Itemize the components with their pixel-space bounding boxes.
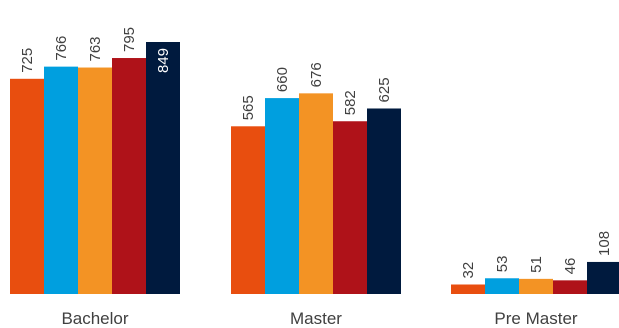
value-label: 676 [308, 62, 325, 87]
bar-bachelor-5 [146, 42, 180, 294]
category-label: Pre Master [494, 309, 577, 328]
bar-pre-master-2 [485, 278, 519, 294]
bar-master-2 [265, 98, 299, 294]
bar-master-4 [333, 121, 367, 294]
bar-bachelor-3 [78, 67, 112, 294]
bar-master-5 [367, 108, 401, 294]
bar-pre-master-1 [451, 284, 485, 294]
bar-bachelor-1 [10, 78, 44, 294]
bar-pre-master-5 [587, 261, 619, 294]
bar-master-1 [231, 126, 265, 295]
value-label: 582 [342, 90, 359, 115]
value-label: 108 [596, 231, 613, 256]
value-label: 46 [562, 258, 579, 275]
value-label: 32 [460, 262, 477, 279]
bar-bachelor-4 [112, 58, 146, 295]
value-label: 766 [53, 36, 70, 61]
category-label: Master [290, 309, 342, 328]
value-label: 725 [19, 48, 36, 73]
category-label: Bachelor [61, 309, 128, 328]
value-label: 763 [87, 36, 104, 61]
value-label: 565 [240, 95, 257, 120]
value-label: 795 [121, 27, 138, 52]
value-label: 660 [274, 67, 291, 92]
value-label: 625 [376, 77, 393, 102]
bar-pre-master-4 [553, 280, 587, 294]
value-label: 849 [155, 48, 172, 73]
value-label: 51 [528, 256, 545, 273]
bar-bachelor-2 [44, 66, 78, 294]
value-label: 53 [494, 256, 511, 273]
bar-master-3 [299, 93, 333, 294]
bar-pre-master-3 [519, 278, 553, 294]
